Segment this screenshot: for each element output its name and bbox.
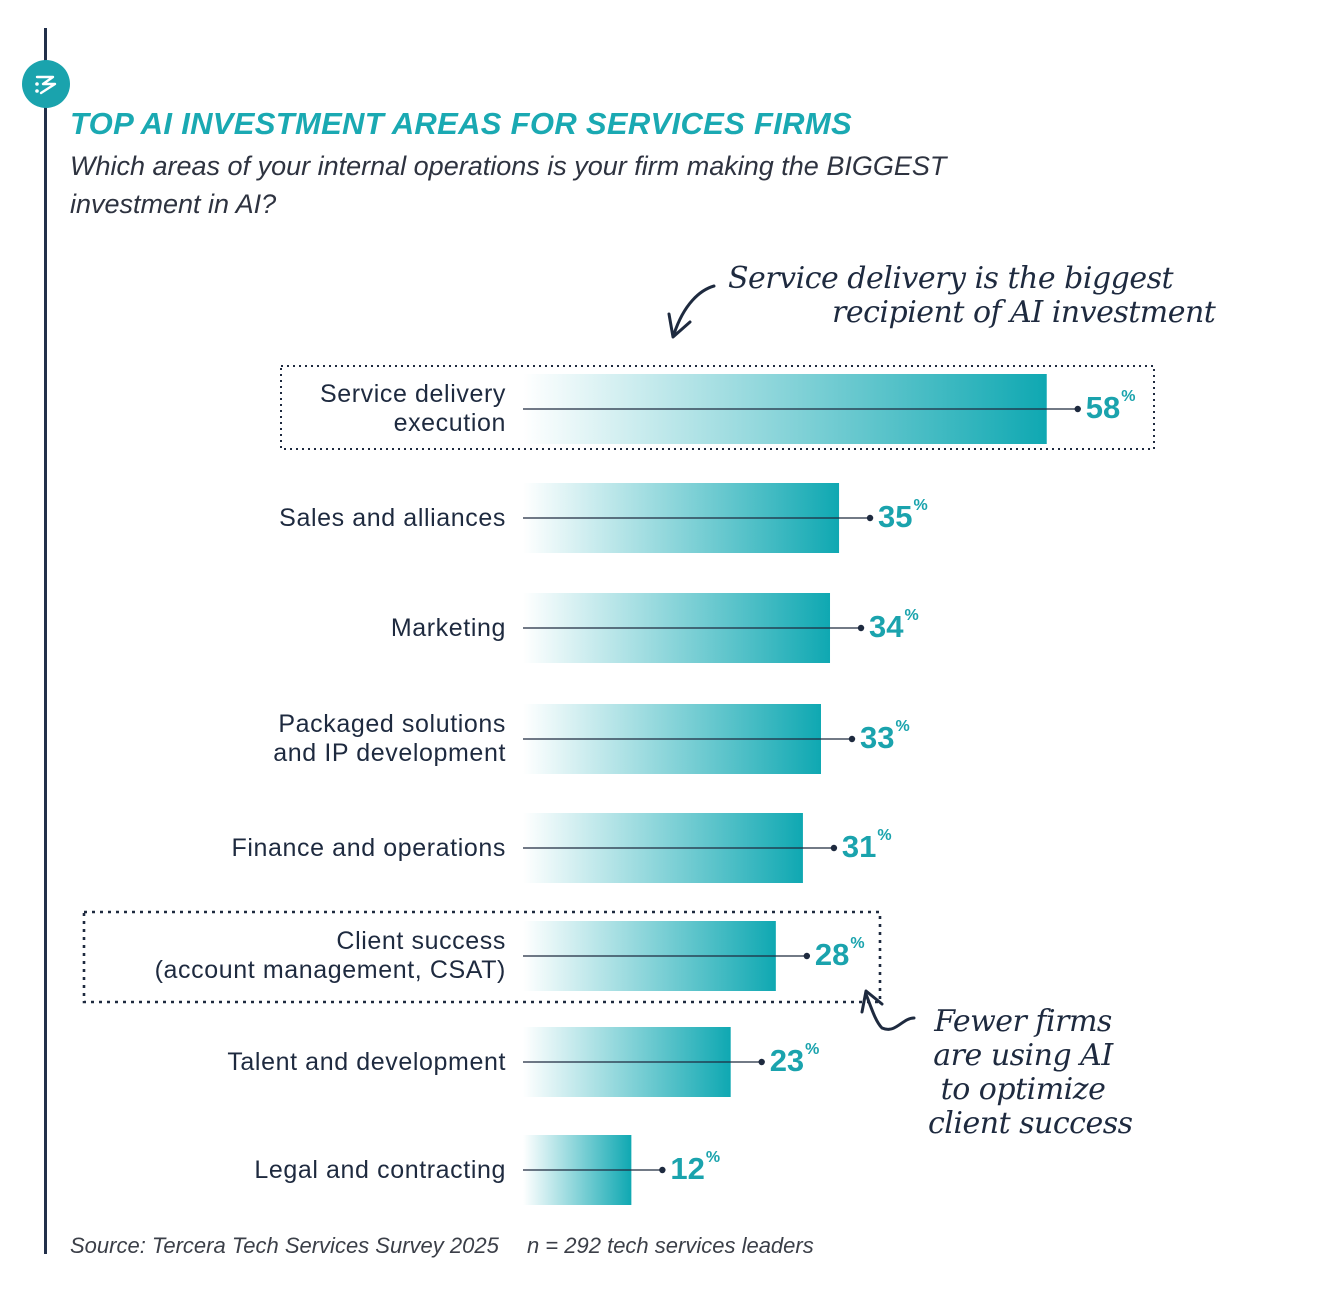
category-label-line: Sales and alliances: [279, 503, 506, 532]
category-label-line: Client success: [336, 927, 506, 955]
category-label-line: execution: [393, 409, 506, 437]
value-number: 35: [878, 499, 913, 534]
category-label-finance-and-operations: Finance and operations: [232, 834, 507, 863]
category-label-line: Marketing: [390, 613, 506, 642]
annotation-arrow-service-delivery: [672, 284, 716, 336]
category-label-client-success-account-management-csat: Client success (account management, CSAT): [155, 927, 506, 985]
source-footer: Source: Tercera Tech Services Survey 202…: [70, 1233, 836, 1259]
category-label-line: and IP development: [273, 739, 506, 767]
leader-dot-client-success-account-management-csat: [803, 952, 811, 960]
value-unit: %: [805, 1041, 820, 1058]
leader-dot-finance-and-operations: [830, 844, 838, 852]
value-label-talent-and-development: 23%: [769, 1041, 820, 1079]
value-number: 12: [670, 1151, 705, 1186]
leader-dot-sales-and-alliances: [866, 514, 874, 522]
annotation-service-delivery: Service delivery is the biggest recipient…: [728, 261, 1216, 330]
value-number: 31: [841, 829, 877, 864]
value-unit: %: [904, 607, 919, 624]
chart-title: TOP AI INVESTMENT AREAS FOR SERVICES FIR…: [70, 106, 852, 141]
annotation-line: Service delivery is the biggest: [728, 261, 1174, 296]
value-unit: %: [705, 1149, 721, 1166]
annotation-line: to optimize: [940, 1072, 1106, 1107]
value-label-sales-and-alliances: 35%: [878, 497, 928, 535]
value-number: 23: [769, 1043, 805, 1078]
value-label-service-delivery-execution: 58%: [1085, 388, 1136, 426]
value-number: 34: [869, 609, 904, 644]
value-unit: %: [850, 935, 865, 952]
value-number: 58: [1085, 390, 1121, 425]
value-unit: %: [913, 497, 928, 514]
sample-size-text: n = 292 tech services leaders: [526, 1233, 814, 1258]
value-label-finance-and-operations: 31%: [841, 827, 892, 865]
value-label-client-success-account-management-csat: 28%: [814, 935, 865, 973]
category-label-service-delivery-execution: Service delivery execution: [320, 380, 506, 438]
value-unit: %: [895, 718, 910, 735]
category-label-line: Finance and operations: [231, 833, 506, 862]
leader-dot-talent-and-development: [758, 1058, 765, 1066]
annotation-line: are using AI: [933, 1038, 1113, 1073]
category-label-line: Talent and development: [227, 1047, 506, 1076]
value-unit: %: [1121, 388, 1136, 405]
chart-subtitle: Which areas of your internal operations …: [70, 151, 947, 219]
leader-dot-marketing: [857, 624, 865, 632]
annotation-line: Fewer firms: [934, 1004, 1112, 1039]
category-label-line: Legal and contracting: [254, 1155, 506, 1184]
category-label-legal-and-contracting: Legal and contracting: [254, 1156, 506, 1185]
category-label-talent-and-development: Talent and development: [227, 1048, 506, 1077]
value-label-packaged-solutions-and-ip-development: 33%: [859, 718, 910, 756]
value-label-legal-and-contracting: 12%: [670, 1149, 721, 1187]
leader-dot-legal-and-contracting: [659, 1166, 666, 1174]
highlight-frame-service-delivery: [280, 365, 1155, 450]
source-text: Source: Tercera Tech Services Survey 202…: [70, 1233, 499, 1258]
annotation-arrowhead-client-success: [860, 989, 884, 1014]
category-label-line: Service delivery: [319, 380, 506, 408]
value-unit: %: [877, 827, 892, 844]
value-number: 33: [859, 720, 895, 755]
category-label-sales-and-alliances: Sales and alliances: [279, 504, 506, 533]
left-accent-line: [44, 28, 47, 1254]
category-label-line: Packaged solutions: [278, 710, 506, 738]
category-label-packaged-solutions-and-ip-development: Packaged solutions and IP development: [273, 710, 506, 768]
tercera-logo-icon: [22, 60, 70, 108]
leader-dot-service-delivery-execution: [1074, 405, 1081, 413]
highlight-frame-client-success: [82, 910, 882, 1004]
category-label-marketing: Marketing: [391, 614, 506, 643]
leader-dot-packaged-solutions-and-ip-development: [848, 735, 856, 743]
value-number: 28: [814, 937, 850, 972]
annotation-arrowhead-service-delivery: [667, 312, 692, 339]
annotation-line: client success: [928, 1106, 1133, 1141]
value-label-marketing: 34%: [869, 607, 919, 645]
annotation-arrow-client-success: [864, 992, 916, 1031]
category-label-line: (account management, CSAT): [154, 956, 506, 984]
annotation-line: recipient of AI investment: [832, 295, 1216, 330]
annotation-client-success: Fewer firms are using AI to optimize client…: [928, 1004, 1133, 1141]
